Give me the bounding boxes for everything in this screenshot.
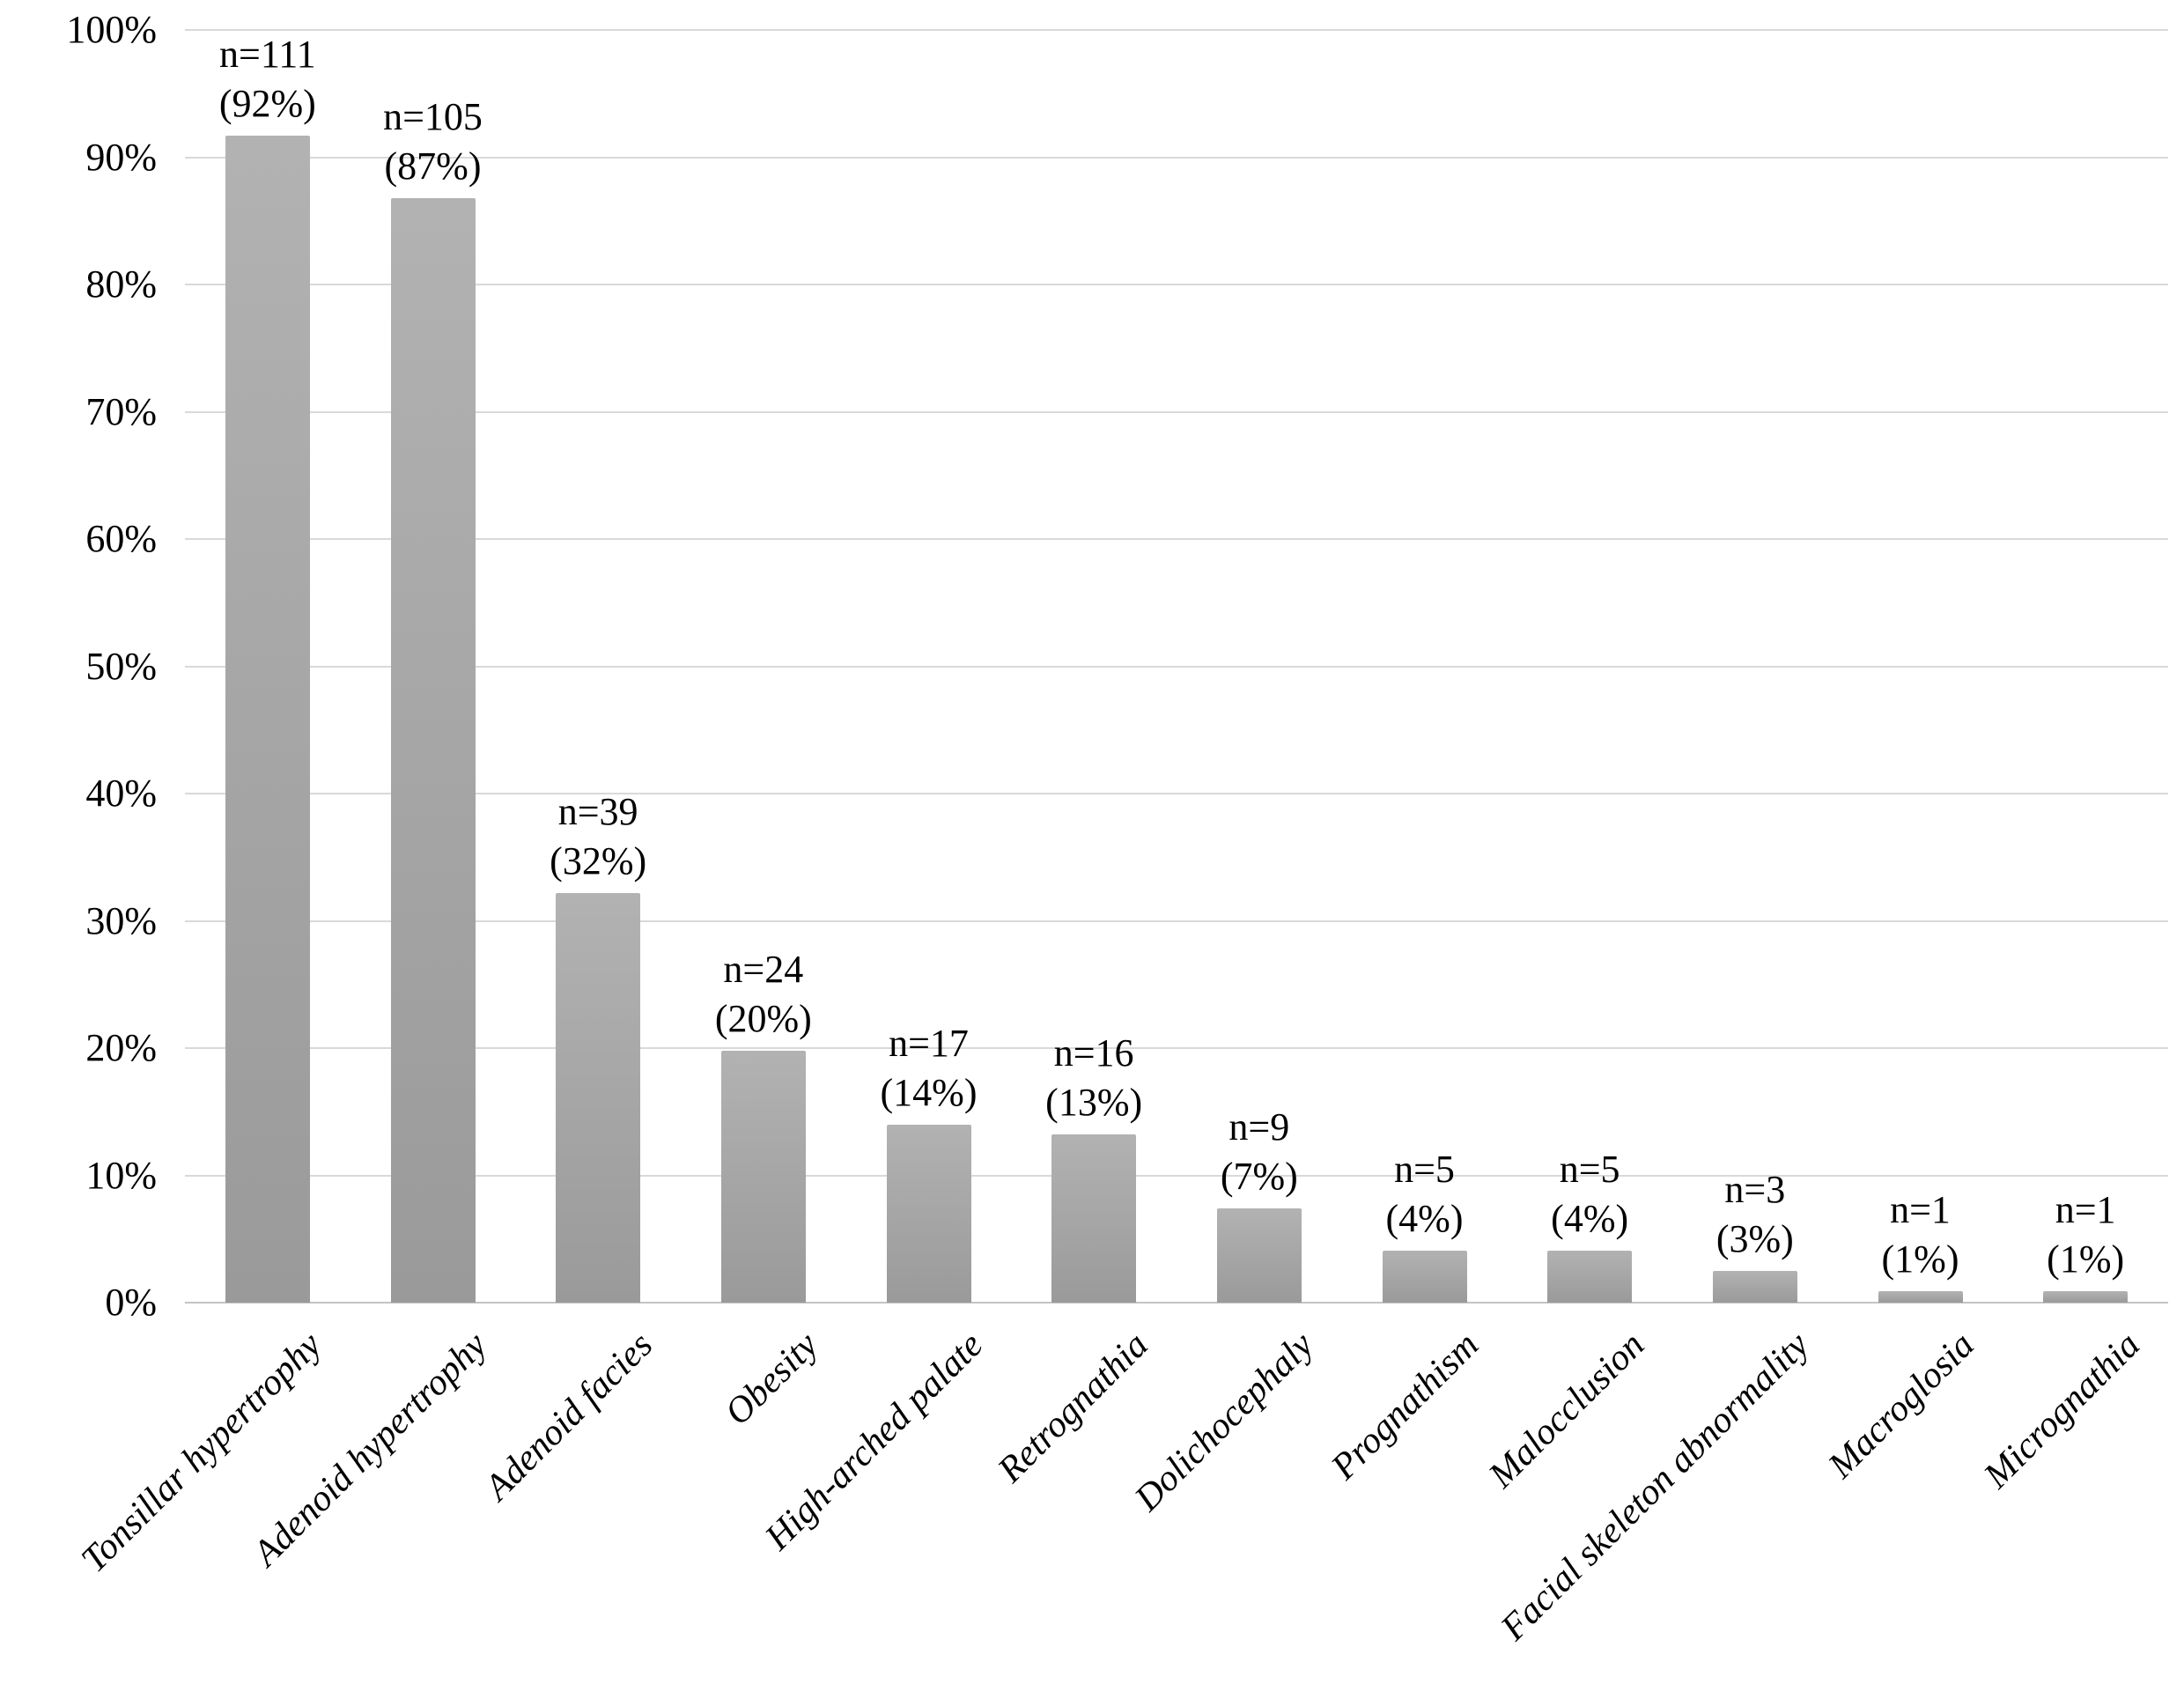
bar-percent-label: (1%): [1881, 1237, 1959, 1281]
y-axis-tick-label: 70%: [85, 389, 157, 433]
bar-percent-label: (1%): [2047, 1237, 2125, 1281]
bar-value-label: n=105 (87%): [383, 92, 483, 191]
bar-value-label: n=3 (3%): [1716, 1165, 1794, 1264]
x-axis-category-label: Macroglosia: [1820, 1325, 1983, 1487]
bar: [720, 1050, 806, 1303]
bar-percent-label: (20%): [714, 996, 812, 1040]
y-axis-tick-label: 100%: [66, 8, 157, 51]
bar-value-label: n=39 (32%): [550, 787, 646, 886]
bar-percent-label: (7%): [1220, 1155, 1298, 1199]
y-axis-tick-label: 60%: [85, 517, 157, 560]
bar: [1382, 1250, 1467, 1303]
bar-count-label: n=1: [1890, 1187, 1951, 1231]
y-axis-tick-label: 20%: [85, 1026, 157, 1069]
bar-count-label: n=3: [1724, 1167, 1786, 1211]
gridline: [185, 284, 2168, 285]
bar-count-label: n=5: [1394, 1147, 1455, 1191]
bar-count-label: n=5: [1559, 1147, 1620, 1191]
bar-value-label: n=5 (4%): [1386, 1145, 1464, 1244]
bar-count-label: n=24: [723, 947, 804, 991]
bar-count-label: n=16: [1053, 1031, 1134, 1075]
y-axis-tick-label: 10%: [85, 1153, 157, 1197]
bar-count-label: n=105: [383, 94, 483, 138]
bar-value-label: n=16 (13%): [1045, 1029, 1142, 1127]
bar-value-label: n=5 (4%): [1551, 1145, 1628, 1244]
gridline: [185, 538, 2168, 540]
x-axis-category-label: Malocclusion: [1480, 1325, 1652, 1496]
bar: [2043, 1290, 2129, 1303]
bar-count-label: n=9: [1228, 1105, 1290, 1149]
y-axis-tick-label: 0%: [105, 1281, 157, 1324]
bar: [225, 135, 310, 1303]
bar-percent-label: (13%): [1045, 1081, 1143, 1125]
bar-value-label: n=111 (92%): [219, 30, 316, 129]
bar-value-label: n=9 (7%): [1221, 1103, 1298, 1201]
y-axis-tick-label: 80%: [85, 262, 157, 306]
bar-percent-label: (3%): [1715, 1216, 1794, 1260]
x-axis-category-label: Facial skeleton abnormality: [1494, 1325, 1818, 1649]
x-axis-category-label: Obesity: [717, 1325, 826, 1434]
y-axis-tick-label: 30%: [85, 898, 157, 942]
bar-value-label: n=1 (1%): [2047, 1185, 2124, 1284]
x-axis-category-label: Prognathism: [1324, 1325, 1487, 1488]
bar: [1878, 1290, 1963, 1303]
gridline: [185, 920, 2168, 922]
bar: [556, 892, 641, 1303]
bar-percent-label: (14%): [880, 1070, 978, 1114]
bar-percent-label: (32%): [550, 838, 647, 883]
bar: [886, 1124, 971, 1303]
bar-percent-label: (87%): [384, 144, 482, 188]
x-axis-category-label: Micrognathia: [1976, 1325, 2148, 1496]
gridline: [185, 665, 2168, 668]
bar-count-label: n=111: [219, 32, 316, 76]
bar-value-label: n=24 (20%): [715, 945, 812, 1044]
y-axis-tick-label: 50%: [85, 644, 157, 688]
bar-count-label: n=39: [557, 789, 638, 833]
bar-count-label: n=1: [2055, 1187, 2116, 1231]
bar-value-label: n=17 (14%): [881, 1019, 978, 1118]
bar: [1712, 1270, 1797, 1303]
x-axis-category-label: Retrognathia: [990, 1325, 1156, 1491]
bar: [1051, 1134, 1137, 1303]
x-axis-category-label: Adenoid facies: [476, 1325, 660, 1509]
bar-count-label: n=17: [889, 1021, 969, 1065]
gridline: [185, 1174, 2168, 1177]
bar-percent-label: (4%): [1385, 1196, 1464, 1240]
gridline: [185, 1047, 2168, 1049]
gridline: [185, 793, 2168, 794]
bar-percent-label: (4%): [1551, 1196, 1629, 1240]
gridline: [185, 410, 2168, 413]
bar: [390, 197, 476, 1303]
x-axis-line: [185, 1302, 2168, 1304]
gridline: [185, 29, 2168, 31]
y-axis-tick-label: 40%: [85, 772, 157, 815]
bar: [1547, 1250, 1633, 1303]
bar: [1216, 1208, 1302, 1303]
bar-percent-label: (92%): [218, 81, 316, 125]
y-axis-tick-label: 90%: [85, 135, 157, 179]
bar-value-label: n=1 (1%): [1882, 1185, 1959, 1284]
